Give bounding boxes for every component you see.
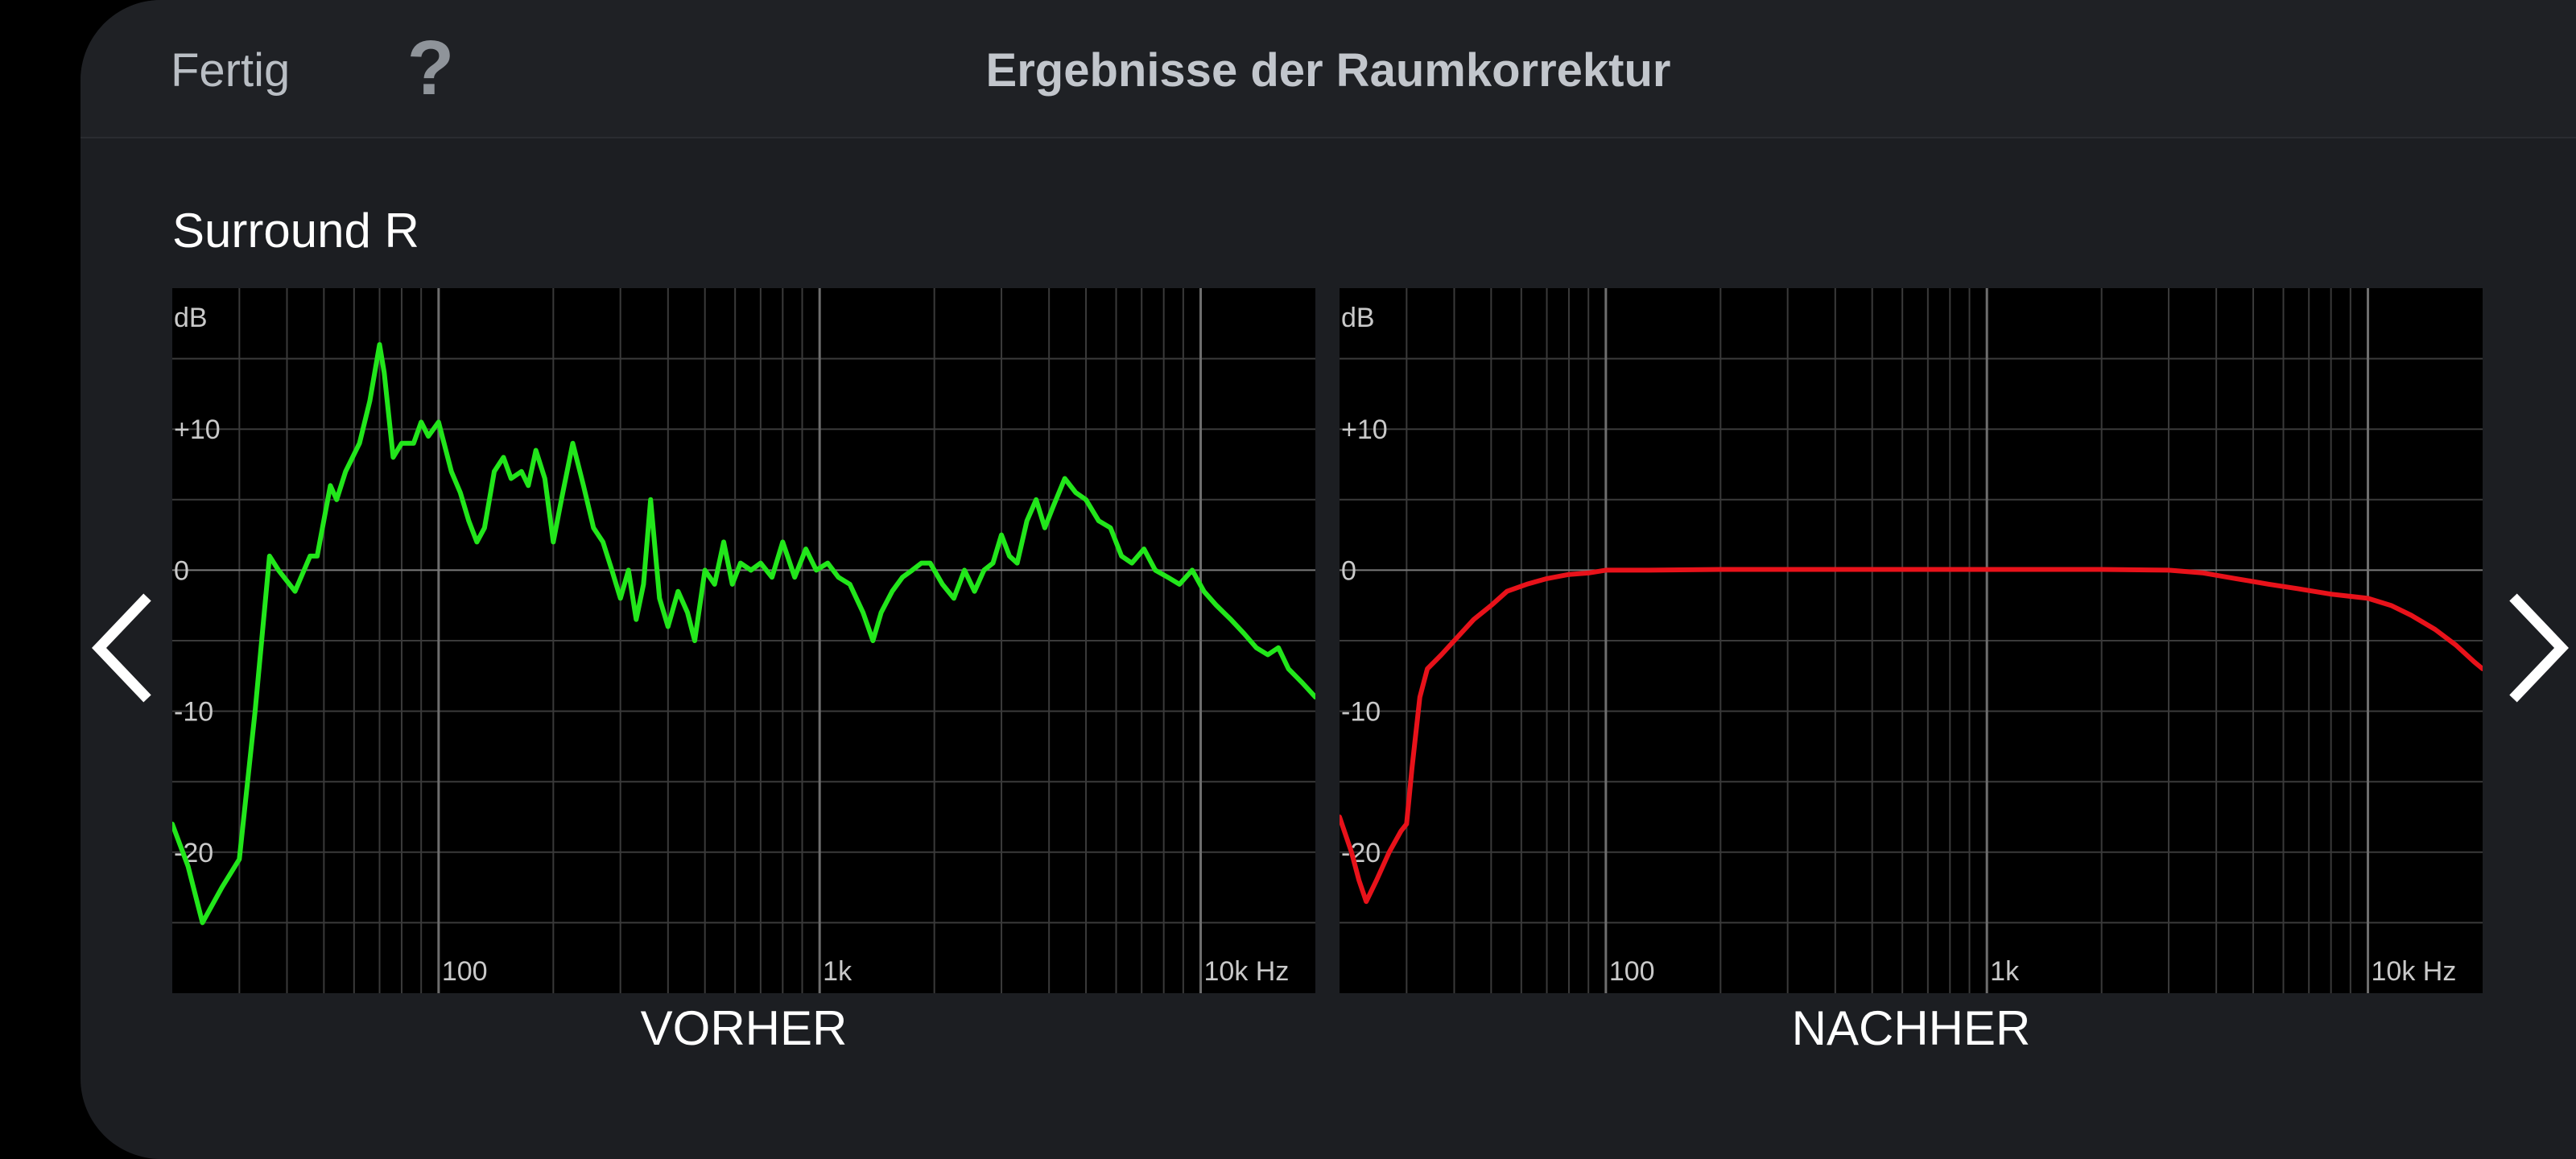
chart-before: dB +10 0 -10 -20 100 1k 10k Hz xyxy=(172,288,1315,993)
chart-after: dB +10 0 -10 -20 100 1k 10k Hz xyxy=(1340,288,2483,993)
chevron-left-icon xyxy=(92,593,151,703)
response-curve xyxy=(172,342,1315,926)
y-tick-label: +10 xyxy=(1341,415,1388,445)
response-curve xyxy=(1340,567,2483,905)
y-axis-unit-label: dB xyxy=(1341,303,1375,333)
chart-after-caption: NACHHER xyxy=(1791,1001,2031,1055)
help-button[interactable]: ? xyxy=(407,25,455,111)
x-tick-label: 1k xyxy=(1990,956,2020,987)
x-tick-label: 100 xyxy=(1609,956,1655,987)
next-speaker-button[interactable] xyxy=(2496,588,2576,708)
y-tick-label: -10 xyxy=(1341,697,1381,728)
previous-speaker-button[interactable] xyxy=(85,588,165,708)
y-tick-label: 0 xyxy=(174,555,189,586)
speaker-channel-label: Surround R xyxy=(172,204,419,258)
x-tick-label: 1k xyxy=(823,956,852,987)
page-title: Ergebnisse der Raumkorrektur xyxy=(985,44,1671,97)
x-tick-label: 10k Hz xyxy=(1204,956,1290,987)
header-bar: Fertig ? Ergebnisse der Raumkorrektur xyxy=(80,0,2576,138)
x-tick-label: 100 xyxy=(442,956,488,987)
x-tick-label: 10k Hz xyxy=(2372,956,2457,987)
chevron-right-icon xyxy=(2509,593,2569,703)
done-button[interactable]: Fertig xyxy=(171,44,291,97)
chart-before-caption: VORHER xyxy=(640,1001,848,1055)
y-axis-unit-label: dB xyxy=(174,303,208,333)
y-tick-label: +10 xyxy=(174,415,221,445)
y-tick-label: -10 xyxy=(174,697,213,728)
y-tick-label: 0 xyxy=(1341,555,1356,586)
